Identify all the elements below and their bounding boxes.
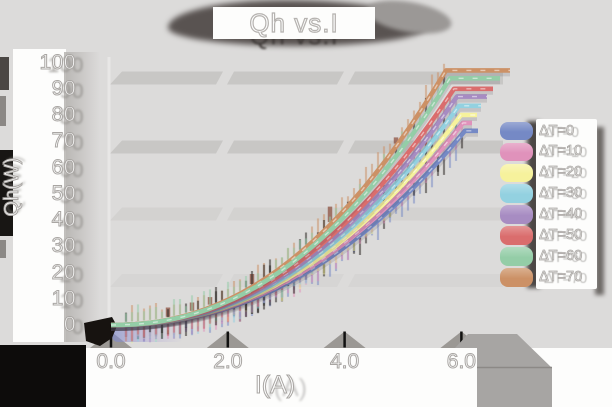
- y-tick-30: 30: [51, 234, 76, 258]
- legend-swatch-ΔT=40: [500, 205, 533, 224]
- curve-highlight: [110, 77, 500, 326]
- legend-swatch-ΔT=30: [500, 184, 533, 203]
- y-tick-40: 40: [51, 208, 76, 232]
- legend-item-ΔT=30: ΔT=30: [539, 185, 583, 202]
- legend-shadow-right: [595, 127, 604, 295]
- gridline-band: [227, 71, 344, 85]
- y-panel-shadow: [64, 52, 100, 342]
- chart-title: Qh vs.I: [249, 7, 339, 38]
- y-tick-90: 90: [51, 76, 76, 100]
- y-axis-panel: [13, 49, 66, 342]
- y-tick-50: 50: [51, 181, 76, 205]
- edge-smudge: [0, 240, 6, 258]
- legend-swatch-ΔT=60: [500, 247, 533, 266]
- corner-shadow: [0, 345, 86, 407]
- y-tick-0: 0: [63, 313, 76, 337]
- gridline-band: [227, 140, 344, 154]
- gridline-band: [110, 207, 223, 221]
- legend-swatch-ΔT=50: [500, 226, 533, 245]
- title-box: Qh vs.I: [213, 7, 375, 39]
- legend-swatch-ΔT=10: [500, 142, 533, 162]
- legend-swatch-ΔT=0: [500, 121, 533, 141]
- legend-item-ΔT=0: ΔT=0: [539, 122, 575, 139]
- x-tick-mark: [226, 331, 230, 348]
- y-axis-line: [107, 57, 111, 329]
- gridline-band: [348, 71, 503, 85]
- x-tick-mark: [109, 331, 113, 348]
- x-tick-mark: [460, 331, 463, 348]
- legend-item-ΔT=50: ΔT=50: [539, 227, 583, 244]
- x-tick-4.0: 4.0: [329, 350, 360, 374]
- legend-swatch-ΔT=70: [500, 268, 533, 287]
- gridline-band: [348, 274, 503, 287]
- legend-item-ΔT=40: ΔT=40: [539, 206, 583, 223]
- legend-item-ΔT=20: ΔT=20: [539, 164, 583, 181]
- gridline-band: [110, 140, 223, 154]
- y-tick-80: 80: [51, 103, 76, 127]
- origin-blob: [84, 317, 117, 346]
- y-axis-title: Qh(W): [1, 157, 24, 217]
- gridline-band: [110, 71, 223, 85]
- x-tick-2.0: 2.0: [213, 350, 243, 374]
- x-tick-mark: [343, 331, 346, 348]
- edge-smudge: [0, 96, 6, 126]
- edge-smudge: [0, 150, 13, 236]
- legend-item-ΔT=60: ΔT=60: [539, 247, 583, 265]
- legend-swatch-ΔT=20: [500, 163, 533, 183]
- x-tick-0.0: 0.0: [96, 350, 126, 374]
- y-tick-10: 10: [51, 286, 76, 310]
- y-tick-100: 100: [39, 50, 76, 74]
- legend-box: [536, 119, 597, 289]
- y-tick-70: 70: [51, 129, 76, 153]
- corner-mound: [455, 334, 552, 407]
- x-tick-6.0: 6.0: [446, 350, 476, 374]
- edge-smudge: [0, 57, 9, 90]
- y-tick-60: 60: [51, 155, 76, 179]
- y-tick-20: 20: [51, 260, 76, 284]
- legend-item-ΔT=10: ΔT=10: [539, 143, 583, 160]
- x-axis-title: I(A): [254, 371, 296, 400]
- gridline-band: [110, 274, 223, 287]
- legend-item-ΔT=70: ΔT=70: [539, 268, 583, 285]
- gridline-band: [227, 207, 344, 221]
- origin-smudge: [112, 326, 184, 342]
